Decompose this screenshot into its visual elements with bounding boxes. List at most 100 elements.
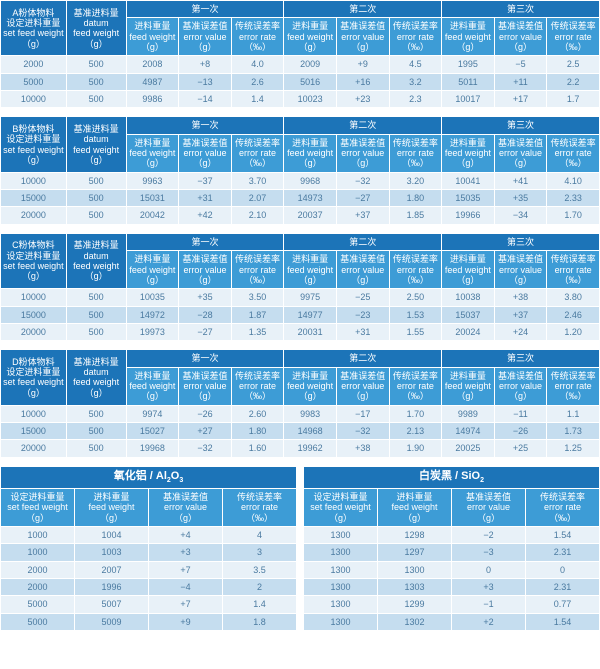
cell: +37 bbox=[337, 207, 389, 223]
data-row: 20001996−42 bbox=[1, 579, 296, 595]
cell: 3.2 bbox=[390, 74, 442, 90]
cell: +35 bbox=[179, 289, 231, 305]
cell: 500 bbox=[67, 56, 126, 72]
cell: +25 bbox=[495, 440, 547, 456]
cell: +4 bbox=[149, 527, 222, 543]
cell: 1300 bbox=[304, 544, 377, 560]
subhdr-0-1: 基准误差值error value（g） bbox=[179, 135, 231, 172]
cell: 1300 bbox=[304, 596, 377, 612]
cell: +24 bbox=[495, 324, 547, 340]
cell: 10017 bbox=[442, 91, 494, 107]
cell: 500 bbox=[67, 190, 126, 206]
cell: 5007 bbox=[75, 596, 148, 612]
cell: −14 bbox=[179, 91, 231, 107]
bottom-hdr-0: 设定进料重量set feed weight（g） bbox=[304, 489, 377, 526]
cell: −28 bbox=[179, 307, 231, 323]
cell: 14973 bbox=[284, 190, 336, 206]
cell: 1.90 bbox=[390, 440, 442, 456]
cell: 9974 bbox=[127, 406, 179, 422]
subhdr-1-2: 传统误差率error rate（‰） bbox=[390, 135, 442, 172]
cell: 10000 bbox=[1, 406, 66, 422]
col-setfeed: B粉体物料设定进料重量set feed weight（g） bbox=[1, 117, 66, 171]
run-header-1: 第二次 bbox=[284, 350, 441, 366]
cell: −11 bbox=[495, 406, 547, 422]
cell: 10023 bbox=[284, 91, 336, 107]
data-row: 13001297−32.31 bbox=[304, 544, 599, 560]
cell: 1004 bbox=[75, 527, 148, 543]
cell: 2.10 bbox=[232, 207, 284, 223]
cell: 1.85 bbox=[390, 207, 442, 223]
cell: 2008 bbox=[127, 56, 179, 72]
subhdr-0-0: 进料重量feed weight（g） bbox=[127, 18, 179, 55]
cell: 1.80 bbox=[390, 190, 442, 206]
cell: 10000 bbox=[1, 289, 66, 305]
data-row: 10001004+44 bbox=[1, 527, 296, 543]
cell: −26 bbox=[495, 423, 547, 439]
cell: 2.07 bbox=[232, 190, 284, 206]
cell: 0 bbox=[526, 562, 599, 578]
cell: 1.20 bbox=[547, 324, 599, 340]
bottom-hdr-2: 基准误差值error value（g） bbox=[452, 489, 525, 526]
cell: −2 bbox=[452, 527, 525, 543]
cell: 1.35 bbox=[232, 324, 284, 340]
cell: 1300 bbox=[304, 527, 377, 543]
subhdr-2-0: 进料重量feed weight（g） bbox=[442, 135, 494, 172]
cell: 2.13 bbox=[390, 423, 442, 439]
cell: 15000 bbox=[1, 307, 66, 323]
cell: 1.7 bbox=[547, 91, 599, 107]
material-table-B: B粉体物料设定进料重量set feed weight（g）基准进料量datumf… bbox=[0, 116, 600, 224]
cell: +17 bbox=[495, 91, 547, 107]
col-datum: 基准进料量datumfeed weight（g） bbox=[67, 350, 126, 404]
cell: 10041 bbox=[442, 173, 494, 189]
data-row: 2000050019968−321.6019962+381.9020025+25… bbox=[1, 440, 599, 456]
data-row: 50005004987−132.65016+163.25011+112.2 bbox=[1, 74, 599, 90]
data-row: 100005009974−262.609983−171.709989−111.1 bbox=[1, 406, 599, 422]
cell: 1000 bbox=[1, 527, 74, 543]
cell: 0.77 bbox=[526, 596, 599, 612]
cell: 1.1 bbox=[547, 406, 599, 422]
cell: 1.4 bbox=[223, 596, 296, 612]
cell: 500 bbox=[67, 91, 126, 107]
cell: −27 bbox=[337, 190, 389, 206]
data-row: 20002007+73.5 bbox=[1, 562, 296, 578]
cell: 500 bbox=[67, 207, 126, 223]
cell: 2007 bbox=[75, 562, 148, 578]
data-row: 10001003+33 bbox=[1, 544, 296, 560]
cell: 500 bbox=[67, 289, 126, 305]
subhdr-1-2: 传统误差率error rate（‰） bbox=[390, 368, 442, 405]
cell: 9983 bbox=[284, 406, 336, 422]
cell: 2.6 bbox=[232, 74, 284, 90]
subhdr-0-1: 基准误差值error value（g） bbox=[179, 18, 231, 55]
cell: +11 bbox=[495, 74, 547, 90]
col-setfeed: C粉体物料设定进料重量set feed weight（g） bbox=[1, 234, 66, 288]
cell: 1297 bbox=[378, 544, 451, 560]
cell: +31 bbox=[337, 324, 389, 340]
data-row: 13001303+32.31 bbox=[304, 579, 599, 595]
cell: 10000 bbox=[1, 91, 66, 107]
subhdr-2-1: 基准误差值error value（g） bbox=[495, 18, 547, 55]
subhdr-2-0: 进料重量feed weight（g） bbox=[442, 251, 494, 288]
cell: 1300 bbox=[304, 579, 377, 595]
compound-table-0: 氧化铝 / Al2O3设定进料重量set feed weight（g）进料重量f… bbox=[0, 466, 297, 631]
cell: 15000 bbox=[1, 423, 66, 439]
cell: 2.33 bbox=[547, 190, 599, 206]
cell: +9 bbox=[149, 614, 222, 630]
subhdr-2-1: 基准误差值error value（g） bbox=[495, 135, 547, 172]
cell: 500 bbox=[67, 423, 126, 439]
subhdr-2-2: 传统误差率error rate（‰） bbox=[547, 368, 599, 405]
cell: 2.60 bbox=[232, 406, 284, 422]
cell: 9975 bbox=[284, 289, 336, 305]
cell: +7 bbox=[149, 596, 222, 612]
cell: 2.31 bbox=[526, 579, 599, 595]
cell: 3.70 bbox=[232, 173, 284, 189]
cell: 1.8 bbox=[223, 614, 296, 630]
cell: 1995 bbox=[442, 56, 494, 72]
run-header-2: 第三次 bbox=[442, 117, 599, 133]
subhdr-1-0: 进料重量feed weight（g） bbox=[284, 251, 336, 288]
cell: 10038 bbox=[442, 289, 494, 305]
subhdr-0-0: 进料重量feed weight（g） bbox=[127, 135, 179, 172]
cell: 500 bbox=[67, 324, 126, 340]
subhdr-2-0: 进料重量feed weight（g） bbox=[442, 18, 494, 55]
data-row: 100005009963−373.709968−323.2010041+414.… bbox=[1, 173, 599, 189]
cell: 20000 bbox=[1, 207, 66, 223]
